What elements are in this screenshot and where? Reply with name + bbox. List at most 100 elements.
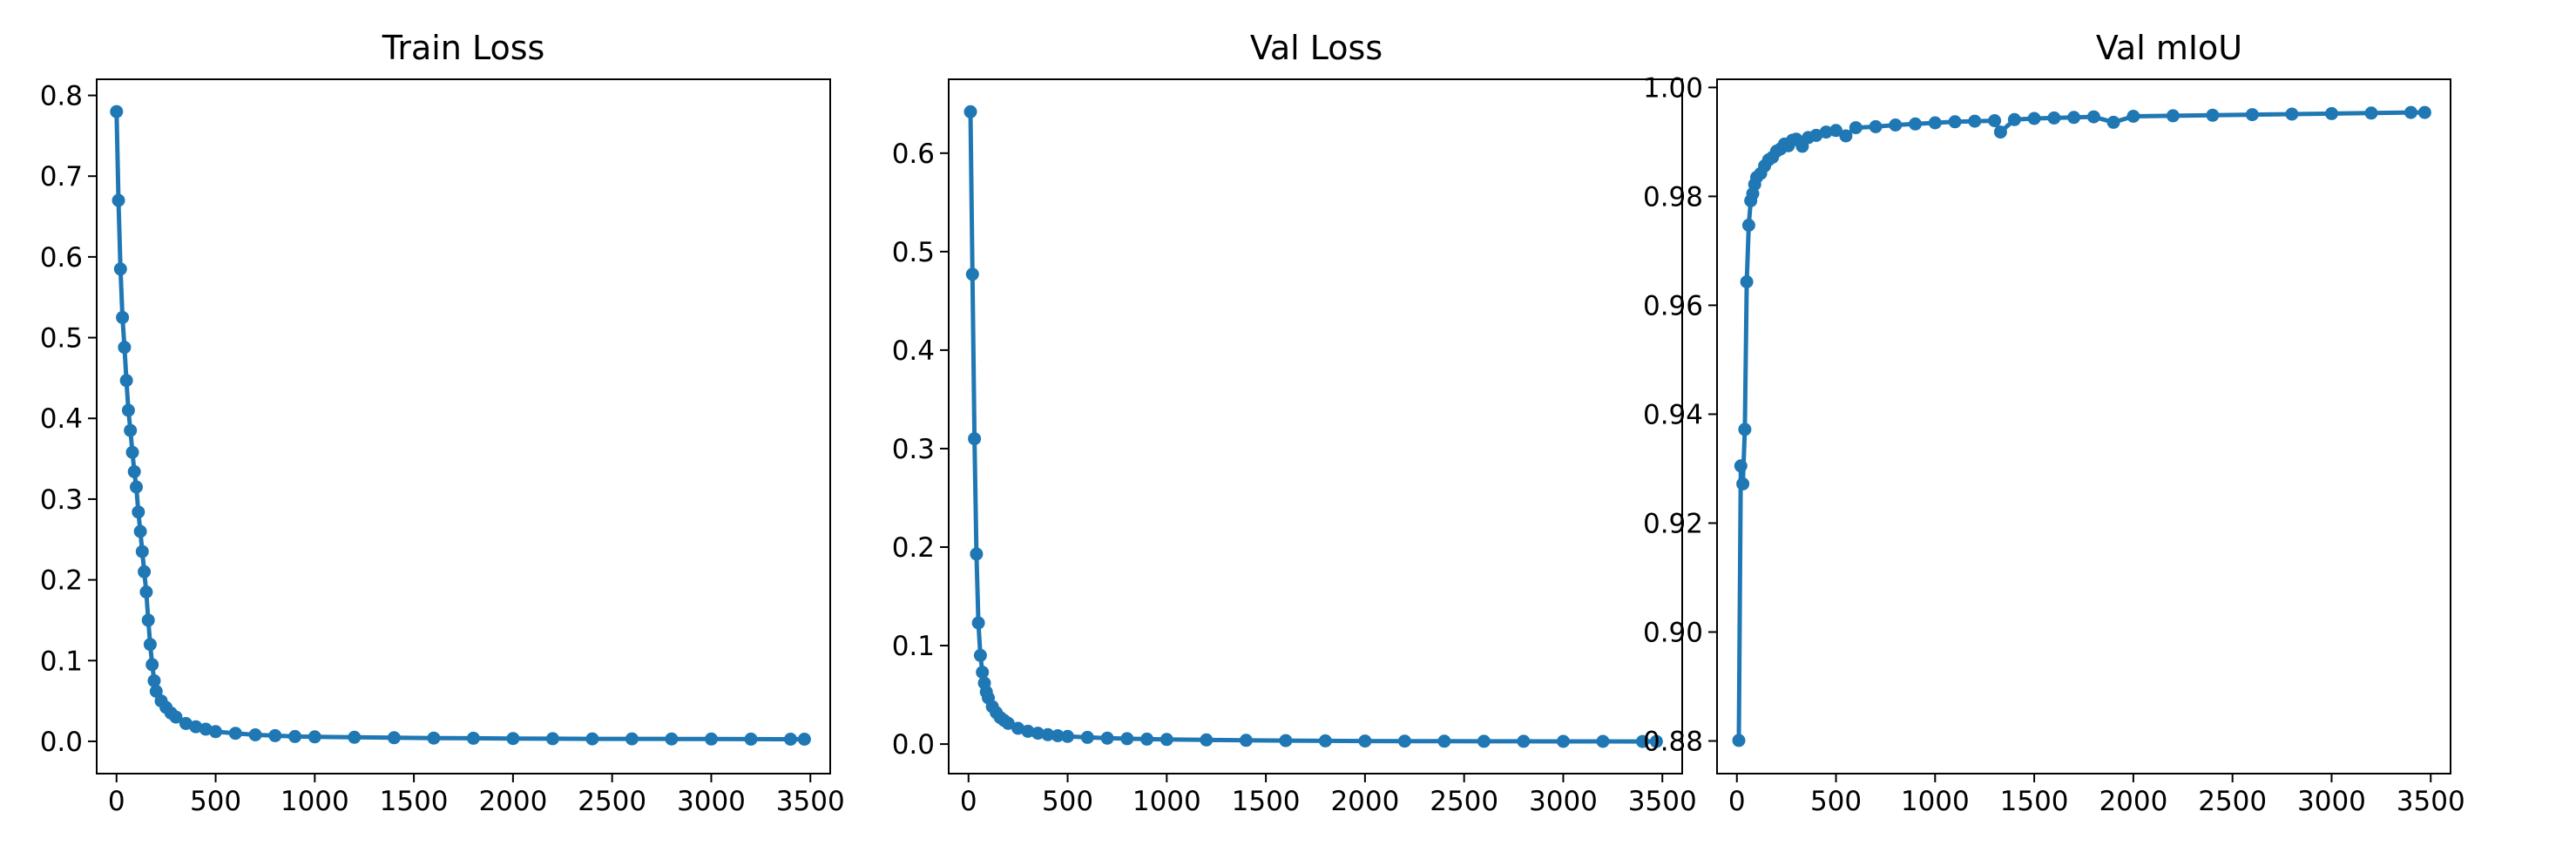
train-loss-y-tick-label: 0.7 [40, 161, 83, 193]
val-loss-data-point [1557, 734, 1570, 748]
val-miou-data-point [1889, 118, 1903, 132]
train-loss-data-point [466, 731, 480, 745]
val-loss-data-point [1051, 729, 1065, 742]
train-loss-data-point [110, 105, 124, 118]
val-miou-plot-area: 0 500 1000 1500 2000 2500 3000 3500 0.88 0.90 0.92… [1643, 72, 2465, 817]
val-miou-data-point [1736, 477, 1750, 490]
train-loss-data-point [135, 544, 149, 558]
train-loss-data-point [545, 732, 559, 746]
train-loss-y-tick-label: 0.5 [40, 323, 83, 355]
val-miou-data-point [1809, 128, 1823, 142]
val-miou-x-tick-label: 2500 [2198, 786, 2267, 817]
train-loss-data-point [147, 673, 161, 687]
val-miou-data-point [1829, 124, 1842, 138]
train-loss-data-point [121, 403, 135, 417]
val-loss-data-point [970, 547, 984, 561]
val-miou-data-point [1849, 121, 1863, 135]
val-loss-data-point [963, 105, 977, 118]
val-loss-data-point [1021, 724, 1035, 738]
val-miou-data-point [1928, 116, 1942, 130]
val-miou-data-point [2166, 109, 2180, 123]
val-loss-data-point [968, 432, 982, 446]
val-loss-data-point [1100, 731, 1114, 745]
val-loss-y-tick-label: 0.4 [892, 335, 935, 367]
val-miou-x-tick-label: 3500 [2397, 786, 2465, 817]
val-miou-title: Val mIoU [2096, 29, 2242, 67]
subplot-train-loss: Train Loss 0 500 1000 1500 2000 2500 3000 35000… [40, 29, 845, 817]
train-loss-data-point [288, 729, 302, 743]
train-loss-data-point [125, 445, 139, 459]
val-loss-data-point [1649, 734, 1663, 748]
val-loss-data-point [1140, 732, 1154, 746]
train-loss-data-point [139, 585, 153, 599]
val-loss-y-tick-label: 0.3 [892, 434, 935, 465]
val-miou-y-tick-label: 1.00 [1643, 72, 1703, 104]
train-loss-data-point [248, 728, 262, 741]
train-loss-data-point [387, 731, 401, 745]
train-loss-x-tick-label: 1500 [380, 786, 449, 817]
val-loss-x-tick-label: 2500 [1430, 786, 1498, 817]
train-loss-data-point [127, 464, 141, 478]
train-loss-y-tick-label: 0.2 [40, 565, 83, 597]
train-loss-data-point [665, 732, 679, 746]
train-loss-data-point [427, 731, 441, 745]
val-loss-x-tick-label: 1000 [1132, 786, 1201, 817]
val-loss-data-point [1397, 734, 1411, 748]
val-loss-y-tick-label: 0.6 [892, 139, 935, 170]
val-miou-y-tick-label: 0.94 [1643, 399, 1703, 430]
val-loss-data-point [1080, 730, 1094, 744]
train-loss-data-point [797, 733, 811, 746]
val-miou-data-point [2245, 108, 2259, 122]
val-miou-data-point [1740, 275, 1754, 288]
val-miou-data-point [2285, 107, 2299, 121]
train-loss-data-point [348, 730, 362, 744]
train-loss-y-tick-label: 0.0 [40, 727, 83, 758]
val-miou-data-point [2027, 112, 2041, 125]
val-miou-data-point [2364, 106, 2378, 120]
train-loss-x-tick-label: 2500 [578, 786, 646, 817]
val-miou-x-tick-label: 1500 [2000, 786, 2069, 817]
train-loss-x-tick-label: 3500 [776, 786, 845, 817]
val-miou-data-point [1968, 114, 1982, 128]
val-miou-data-point [1819, 125, 1833, 139]
val-loss-data-point [1279, 734, 1293, 747]
val-miou-y-tick-label: 0.96 [1643, 290, 1703, 321]
train-loss-data-point [149, 685, 163, 698]
train-loss-data-point [133, 524, 147, 538]
train-loss-y-tick-label: 0.3 [40, 484, 83, 516]
val-miou-x-tick-label: 500 [1810, 786, 1862, 817]
train-loss-data-point [268, 728, 282, 742]
val-miou-data-point [1869, 119, 1883, 133]
val-miou-data-point [2404, 105, 2417, 119]
train-loss-data-point [119, 374, 133, 388]
train-loss-data-point [179, 717, 193, 730]
train-loss-data-point [585, 732, 599, 746]
train-loss-y-tick-label: 0.6 [40, 242, 83, 274]
train-loss-y-tick-label: 0.4 [40, 403, 83, 435]
subplot-val-loss: Val Loss 0 500 1000 1500 2000 2500 3000 3500 0.0… [892, 29, 1697, 817]
train-loss-data-point [124, 423, 138, 437]
train-loss-data-point [143, 638, 157, 652]
val-miou-y-tick-label: 0.92 [1643, 508, 1703, 539]
val-loss-data-point [973, 648, 987, 662]
val-loss-data-point [971, 616, 985, 630]
train-loss-data-point [169, 710, 183, 724]
val-loss-data-point [965, 267, 979, 281]
val-miou-data-point [2106, 115, 2120, 129]
train-loss-data-point [141, 613, 155, 627]
val-loss-data-point [1200, 733, 1214, 747]
train-loss-data-point [209, 725, 222, 739]
val-loss-data-point [1011, 721, 1025, 735]
val-loss-y-tick-label: 0.5 [892, 237, 935, 268]
val-loss-x-tick-label: 3500 [1628, 786, 1697, 817]
subplot-val-miou: Val mIoU 0 500 1000 1500 2000 2500 3000 3500 0.8… [1643, 29, 2465, 817]
train-loss-data-point [112, 193, 125, 207]
val-loss-y-tick-label: 0.2 [892, 532, 935, 564]
val-miou-data-point [1839, 129, 1853, 143]
val-loss-x-tick-label: 500 [1042, 786, 1093, 817]
val-loss-title: Val Loss [1250, 29, 1383, 67]
val-miou-data-point [2126, 110, 2140, 123]
val-miou-data-point [2007, 112, 2021, 126]
val-loss-data-point [1061, 729, 1074, 743]
val-loss-data-point [1477, 734, 1491, 748]
